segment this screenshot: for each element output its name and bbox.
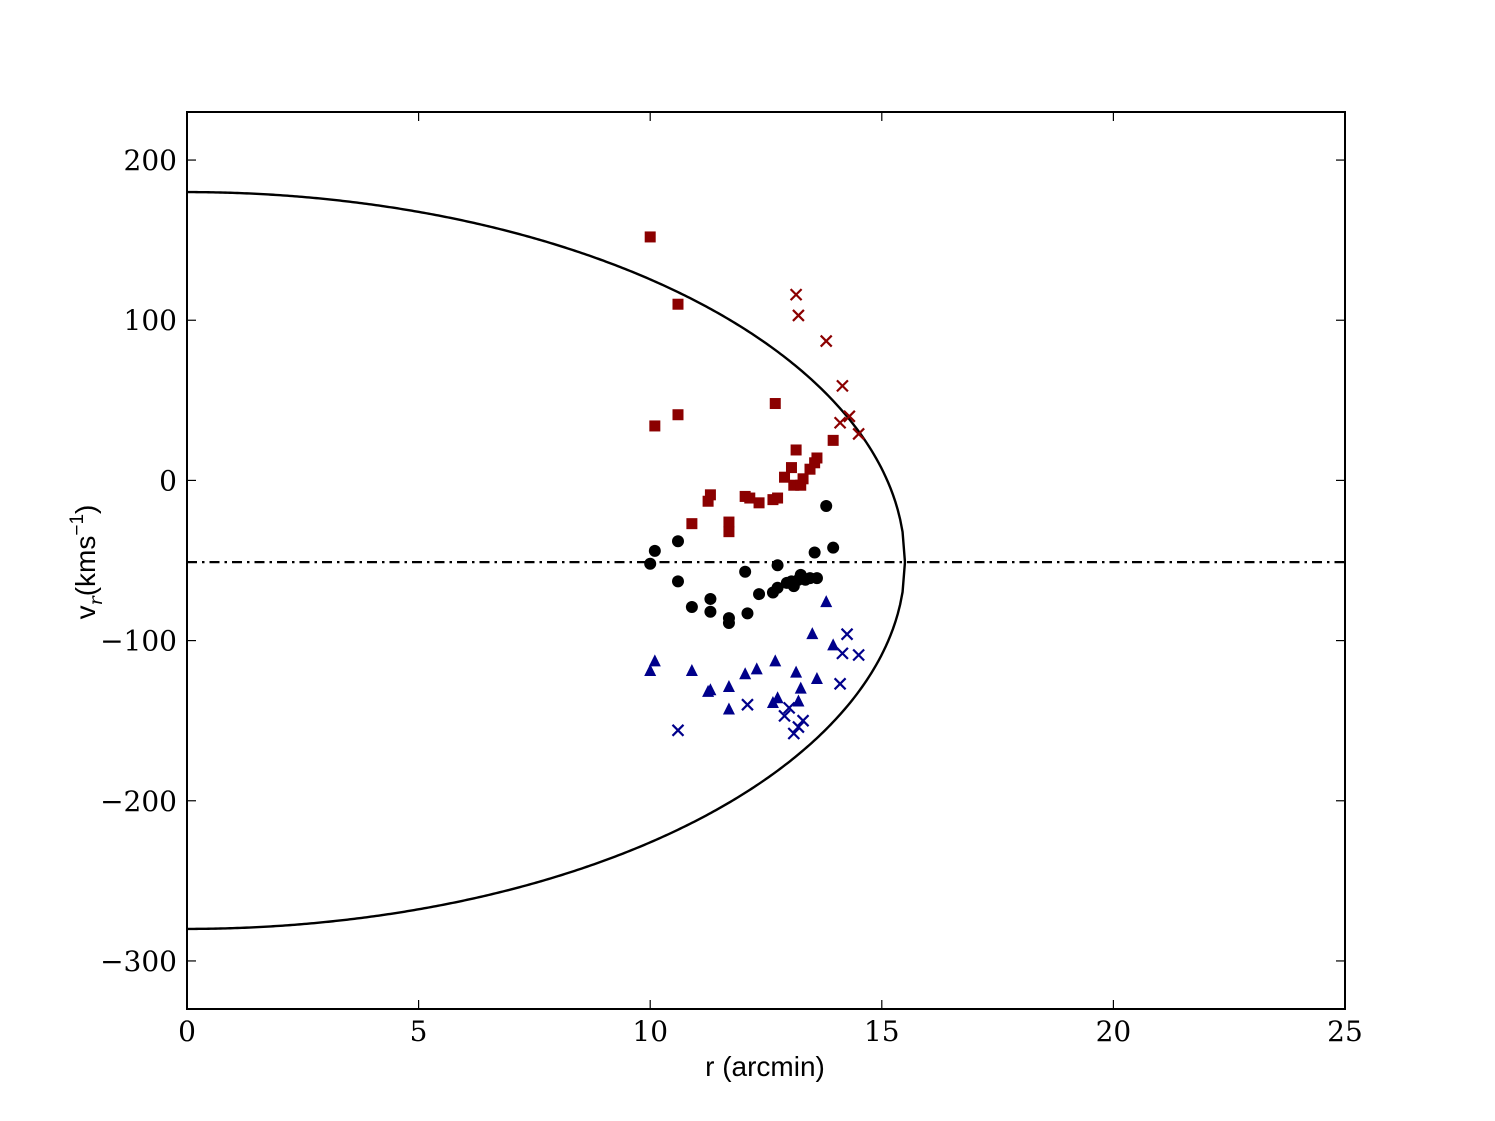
data-point-cross (778, 709, 791, 723)
data-point-square (785, 462, 797, 474)
y-tick-label: 200 (124, 144, 177, 177)
y-axis-label-main: v (70, 605, 101, 619)
data-point-square (790, 444, 802, 456)
y-axis-label-close: ) (70, 505, 101, 514)
data-point-triangle (644, 664, 657, 677)
x-tick-label: 25 (1327, 1015, 1363, 1048)
x-tick-label: 10 (632, 1015, 668, 1048)
data-point-circle (739, 565, 752, 578)
data-point-circle (771, 559, 784, 572)
data-point-triangle (704, 683, 717, 696)
data-point-triangle (648, 654, 661, 667)
axes: 0 5 10 15 20 25 200 100 0 −100 −200 −300 (100, 111, 1363, 1048)
data-point-square (811, 452, 823, 464)
x-tick-label: 15 (864, 1015, 900, 1048)
data-point-circle (644, 557, 657, 570)
data-point-cross (836, 379, 849, 393)
data-point-cross (792, 720, 805, 734)
data-point-square (644, 231, 656, 243)
data-point-cross (792, 309, 805, 322)
data-point-square (772, 492, 784, 504)
y-axis-label-sup: −1 (67, 514, 88, 536)
data-point-circle (671, 575, 684, 588)
data-point-square (672, 298, 684, 310)
data-point-triangle (794, 681, 807, 694)
data-point-cross (787, 727, 801, 740)
data-point-circle (771, 581, 784, 594)
y-axis-label-open: (kms (70, 536, 101, 597)
data-point-square (779, 471, 791, 483)
data-point-triangle (771, 691, 784, 704)
y-tick-label: 100 (124, 304, 177, 337)
y-axis-label: vr(kms−1) (67, 505, 107, 620)
y-tick-label: 0 (159, 464, 177, 497)
data-point-circle (704, 605, 717, 618)
y-axis-label-sub: r (85, 594, 107, 605)
data-point-triangle (790, 665, 803, 678)
data-point-cross (782, 701, 796, 715)
data-point-triangle (806, 627, 819, 640)
x-tick-label: 0 (178, 1015, 196, 1048)
data-point-triangle (739, 667, 752, 680)
data-point-circle (810, 572, 823, 585)
data-point-square (788, 479, 800, 491)
data-point-circle (753, 588, 766, 601)
data-point-square (704, 489, 716, 501)
data-point-square (672, 409, 684, 421)
data-point-cross (843, 410, 856, 423)
data-point-square (686, 518, 698, 530)
y-tick-label: −100 (100, 625, 177, 658)
plot-frame (186, 111, 1346, 1010)
plot-area (187, 190, 1345, 931)
data-point-circle (808, 546, 821, 559)
data-point-square (723, 526, 735, 538)
data-point-square (723, 516, 735, 528)
data-point-circle (820, 500, 833, 513)
x-axis-label: r (arcmin) (705, 1051, 825, 1082)
data-point-cross (789, 288, 803, 301)
data-point-circle (685, 600, 698, 613)
data-point-cross (819, 334, 833, 348)
data-point-square (795, 479, 807, 491)
data-point-circle (671, 535, 684, 548)
data-point-triangle (722, 702, 735, 715)
data-point-circle (741, 607, 754, 620)
data-point-triangle (769, 654, 782, 667)
data-point-square (769, 398, 781, 410)
data-point-cross (671, 724, 685, 737)
data-point-square (702, 495, 714, 507)
data-point-cross (852, 648, 865, 662)
data-point-triangle (685, 664, 698, 677)
x-tick-label: 20 (1096, 1015, 1132, 1048)
data-point-cross (840, 627, 854, 641)
data-point-triangle (820, 595, 833, 608)
data-point-cross (833, 416, 847, 430)
data-point-square (744, 492, 756, 504)
data-point-triangle (827, 638, 840, 651)
data-point-triangle (810, 672, 823, 685)
y-tick-label: −200 (100, 785, 177, 818)
data-point-cross (852, 427, 865, 441)
data-point-circle (648, 544, 661, 557)
data-point-triangle (722, 680, 735, 693)
y-tick-label: −300 (100, 945, 177, 978)
data-point-circle (722, 616, 735, 629)
data-point-square (753, 497, 765, 509)
x-tick-label: 5 (410, 1015, 428, 1048)
data-point-cross (833, 677, 847, 691)
data-point-circle (704, 592, 717, 605)
data-point-triangle (792, 694, 805, 707)
data-point-cross (836, 647, 849, 660)
data-point-square (804, 463, 816, 475)
data-point-circle (827, 541, 840, 554)
data-point-cross (796, 714, 810, 727)
escape-velocity-curve (187, 190, 907, 931)
data-point-square (797, 473, 809, 485)
data-point-triangle (750, 662, 763, 675)
data-point-cross (741, 698, 754, 711)
data-point-square (827, 434, 839, 446)
data-point-square (649, 420, 661, 432)
